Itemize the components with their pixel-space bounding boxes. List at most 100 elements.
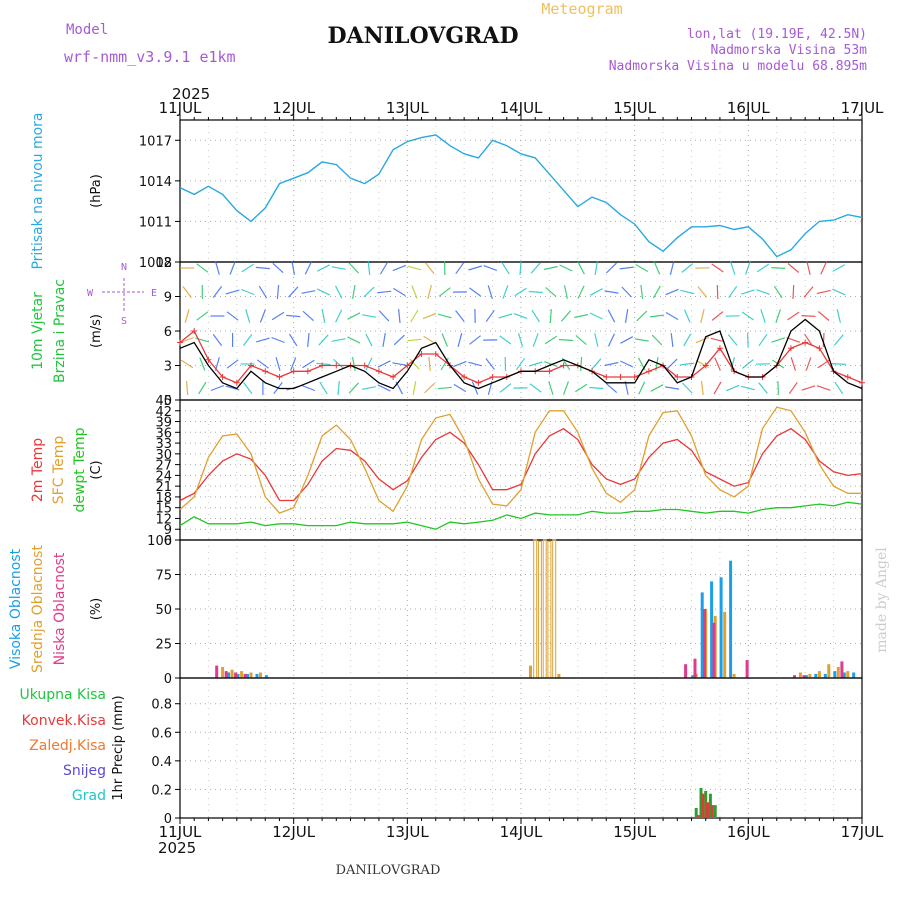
wind-arrow [544,361,558,367]
wind-arrow [272,262,284,274]
cloud-bar-mid [732,673,736,678]
wind-arrow [665,386,680,390]
wind-arrow [804,333,813,347]
cloud-bar-mid [827,664,831,678]
x-tick-label-top: 11JUL [159,99,202,117]
wind-arrow [726,384,740,392]
wind-arrow [574,313,589,319]
precip-bar [713,805,717,818]
wind-arrow [226,359,239,369]
wind-arrow [361,386,376,390]
cloud-bar-high [852,672,856,678]
gust-marker [859,379,865,386]
cloud-bar-high [700,592,704,678]
wind-arrow [700,381,704,395]
wind-arrow [331,338,346,342]
wind-arrow [543,265,558,271]
wind-arrow [407,338,422,342]
wind-arrow [653,261,661,275]
cloud-bar-low [802,675,806,678]
wind-arrow [498,313,513,319]
cloud-bar-low [243,673,247,678]
wind-arrow [501,261,510,275]
unit-label: (C) [89,460,104,479]
gust-marker [787,345,794,352]
wind-arrow [517,333,524,347]
wind-arrow [711,311,724,321]
precip-bar [701,793,705,818]
x-tick-label-top: 15JUL [613,99,656,117]
wind-arrow [786,337,801,343]
wind-arrow [683,333,692,347]
wind-arrow [801,315,816,317]
wind-arrow [589,288,603,296]
y-tick-label: 3 [164,360,172,375]
wind-arrow [304,261,312,275]
y-tick-label: 1011 [139,215,172,230]
chart-title: DANILOVGRAD [327,23,518,49]
wind-arrow [243,382,253,394]
wind-arrow [605,382,618,394]
compass-e: E [151,288,157,299]
wind-arrow [519,260,522,276]
wind-arrow [636,310,648,322]
wind-arrow [363,286,375,298]
wind-arrow [558,338,574,342]
wind-arrow [742,359,754,369]
cloud-bar-low [840,661,844,678]
wind-arrow [758,333,768,347]
cloud-bar-high [246,673,249,678]
unit-label: (m/s) [89,314,104,348]
wind-arrow [483,265,498,271]
wind-arrow [834,381,844,395]
wind-arrow [758,382,768,394]
wind-arrow [468,361,482,367]
wind-arrow [367,260,371,276]
wind-arrow [833,334,844,346]
wind-arrow [711,263,724,273]
x-tick-label-bottom: 16JUL [727,823,770,841]
wind-arrow [649,314,664,318]
wind-arrow [485,309,495,323]
wind-arrow [288,286,299,298]
y-tick-label: 75 [155,569,172,584]
cloud-bar-high [255,673,259,678]
wind-arrow [453,360,467,368]
cloud-bar-high [264,675,268,678]
wind-speed-line [179,318,863,390]
chart-subtitle: Meteogram [541,0,622,18]
wind-arrow [334,285,343,299]
wind-arrow [729,261,736,275]
wind-arrow [259,309,266,323]
wind-arrow [499,383,512,393]
wind-arrow [198,381,207,395]
gust-marker [702,362,709,369]
wind-arrow [377,360,391,368]
wind-arrow [196,311,209,321]
wind-arrow [471,381,479,395]
wind-arrow [437,386,452,390]
wind-arrow [531,309,541,323]
wind-arrow [528,361,543,367]
wind-arrow [580,356,583,372]
wind-arrow [528,290,543,294]
cloud-bar-low [703,609,706,678]
wind-arrow [210,384,225,392]
wind-arrow [379,261,389,275]
x-tick-label-top: 17JUL [841,99,884,117]
wind-arrow [411,285,418,299]
gust-marker [191,328,198,334]
wind-arrow [651,334,663,346]
title-wind-1: 10m Vjetar [30,292,46,370]
gust-marker [802,339,809,346]
wind-arrow [212,286,223,298]
wind-arrow [831,363,846,365]
x-tick-label-top: 14JUL [500,99,543,117]
y-tick-label: 36 [155,426,172,441]
wind-arrow [321,308,326,324]
y-tick-label: 18 [155,491,172,506]
wind-arrow [502,285,509,299]
wind-arrow [180,359,194,369]
cloud-bar-high [719,577,723,678]
